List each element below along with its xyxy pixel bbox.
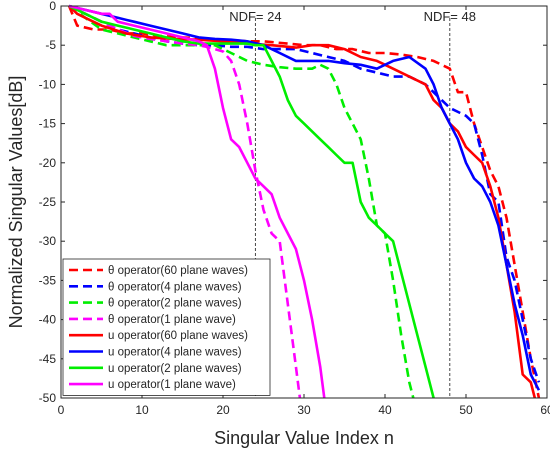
legend-label: θ operator(4 plane waves) [108,281,242,293]
legend-label: u operator(4 plane waves) [108,347,242,359]
ndf-label-24: NDF= 24 [229,9,281,24]
y-axis-label: Normalized Singular Values[dB] [6,76,26,329]
y-tick-label: 0 [49,0,56,13]
x-tick-label: 10 [135,403,149,417]
legend-label: u operator(60 plane waves) [108,330,248,342]
series-line-u-operator-1-plane-wave [68,4,326,399]
y-tick-label: -35 [39,273,57,287]
legend-label: u operator(2 plane waves) [108,363,242,375]
x-axis-label: Singular Value Index n [214,428,394,448]
x-axis-ticks: 0 10 20 30 40 50 60 [58,6,550,417]
legend-label: θ operator(1 plane wave) [108,314,236,326]
legend-label: u operator(1 plane wave) [108,379,236,391]
y-tick-label: -10 [39,77,57,91]
series-line-u-operator-2-plane-waves [68,4,435,399]
ndf-label-48: NDF= 48 [424,9,476,24]
y-tick-label: -50 [39,391,57,405]
series-line-theta-operator-2-plane-waves [68,4,415,399]
x-tick-label: 0 [58,403,65,417]
x-tick-label: 50 [459,403,473,417]
y-tick-label: -20 [39,156,57,170]
y-tick-label: -40 [39,313,57,327]
legend-label: θ operator(2 plane waves) [108,298,242,310]
y-tick-label: -45 [39,352,57,366]
y-tick-label: -30 [39,234,57,248]
legend-box [62,258,271,396]
series-layer [67,4,541,399]
y-tick-label: -25 [39,195,57,209]
legend-label: θ operator(60 plane waves) [108,265,248,277]
y-axis-ticks: 0 -5 -10 -15 -20 -25 -30 -35 -40 -45 -50 [39,0,547,405]
x-tick-label: 40 [378,403,392,417]
series-line-u-operator-4-plane-waves [68,4,541,391]
series-line-theta-operator-60-plane-waves [67,5,541,399]
x-tick-label: 60 [540,403,550,417]
x-tick-label: 20 [216,403,230,417]
annotations: NDF= 24 NDF= 48 [229,9,476,24]
y-tick-label: -5 [45,38,56,52]
x-tick-label: 30 [297,403,311,417]
legend: θ operator(60 plane waves) θ operator(4 p… [62,258,271,396]
y-tick-label: -15 [39,117,57,131]
